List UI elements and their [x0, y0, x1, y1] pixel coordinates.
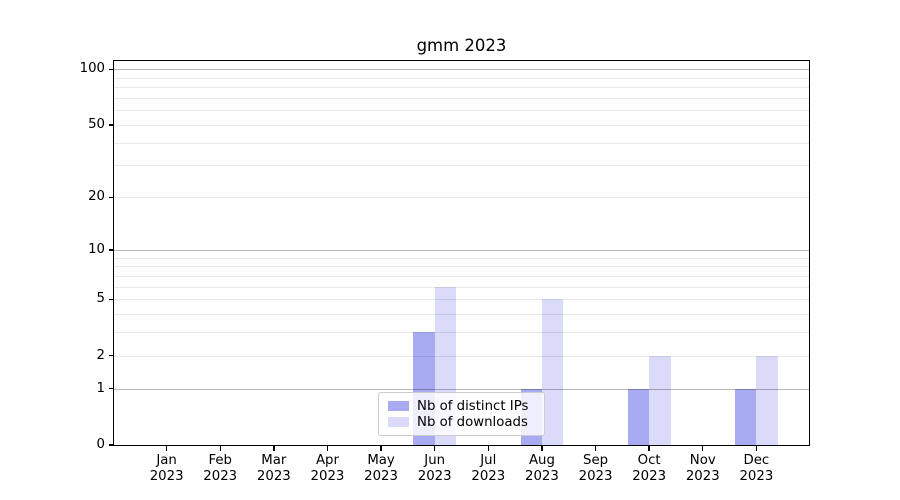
legend: Nb of distinct IPs Nb of downloads: [378, 392, 545, 436]
x-tick-mark: [648, 446, 650, 451]
bar-nb-of-downloads-aug-2023: [541, 299, 564, 445]
x-tick-mark: [755, 446, 758, 451]
x-tick-label: Aug 2023: [525, 453, 559, 484]
y-tick-mark: [108, 196, 113, 198]
gridline-minor-20: [114, 197, 809, 199]
gridline-minor-70: [114, 98, 809, 100]
x-tick-mark: [433, 446, 436, 451]
y-tick-label: 50: [88, 116, 105, 132]
bar-nb-of-downloads-oct-2023: [649, 355, 671, 445]
gridline-minor-9: [114, 257, 809, 259]
x-tick-mark: [326, 446, 329, 451]
bar-nb-of-distinct-ips-dec-2023: [734, 388, 757, 445]
y-tick-label: 10: [88, 241, 105, 257]
gridline-minor-2: [114, 355, 809, 357]
y-tick-mark: [108, 124, 113, 126]
gridline-minor-3: [114, 332, 809, 334]
y-tick-mark: [108, 354, 113, 357]
plot-area: [113, 60, 810, 446]
y-tick-label: 5: [96, 291, 105, 307]
legend-entry-nb-of-distinct-ips: Nb of distinct IPs: [388, 398, 535, 414]
x-tick-mark: [165, 446, 168, 451]
x-tick-mark: [380, 446, 382, 451]
y-tick-mark: [108, 444, 113, 446]
x-tick-label: Nov 2023: [685, 453, 720, 484]
bar-nb-of-downloads-dec-2023: [756, 355, 778, 445]
legend-entry-nb-of-downloads: Nb of downloads: [388, 414, 535, 430]
y-tick-mark: [108, 68, 113, 71]
y-tick-mark: [108, 387, 113, 390]
gridline-minor-60: [114, 110, 809, 112]
gridline-minor-90: [114, 77, 809, 79]
x-tick-label: Jun 2023: [417, 453, 452, 484]
gridline-minor-50: [114, 124, 809, 126]
x-tick-label: Jul 2023: [471, 453, 506, 484]
x-tick-label: Mar 2023: [256, 453, 291, 484]
gridline-minor-8: [114, 266, 809, 268]
gridline-major-100: [114, 69, 809, 71]
x-tick-label: Oct 2023: [632, 453, 667, 484]
y-tick-label: 20: [88, 189, 105, 205]
x-tick-mark: [541, 446, 543, 451]
x-tick-label: Jan 2023: [149, 453, 184, 484]
legend-label: Nb of downloads: [417, 414, 528, 430]
gridline-minor-5: [114, 299, 809, 301]
x-tick-label: Dec 2023: [739, 453, 774, 484]
x-tick-mark: [273, 446, 275, 451]
y-tick-mark: [108, 298, 113, 300]
legend-label: Nb of distinct IPs: [417, 398, 529, 414]
x-tick-label: May 2023: [364, 453, 398, 484]
y-tick-label: 1: [96, 380, 105, 396]
x-tick-label: Feb 2023: [203, 453, 238, 484]
gridline-minor-6: [114, 286, 809, 288]
gridline-minor-40: [114, 142, 809, 144]
legend-swatch-icon: [388, 416, 409, 428]
gridline-minor-7: [114, 275, 809, 277]
y-tick-mark: [108, 249, 113, 251]
y-tick-label: 0: [96, 437, 105, 452]
bar-nb-of-distinct-ips-oct-2023: [627, 388, 650, 445]
x-tick-mark: [594, 446, 597, 451]
x-tick-mark: [702, 446, 704, 451]
legend-swatch-icon: [388, 400, 409, 412]
gridline-major-1: [114, 388, 809, 390]
x-tick-label: Sep 2023: [578, 453, 613, 484]
gridline-minor-30: [114, 165, 809, 167]
chart-title: gmm 2023: [416, 36, 507, 55]
x-tick-mark: [487, 446, 489, 451]
gridline-minor-4: [114, 313, 809, 315]
y-tick-label: 2: [96, 347, 105, 363]
gridline-minor-80: [114, 87, 809, 89]
x-tick-label: Apr 2023: [310, 453, 345, 484]
y-tick-label: 100: [79, 61, 105, 77]
x-tick-mark: [219, 446, 221, 451]
gridline-major-10: [114, 249, 809, 251]
